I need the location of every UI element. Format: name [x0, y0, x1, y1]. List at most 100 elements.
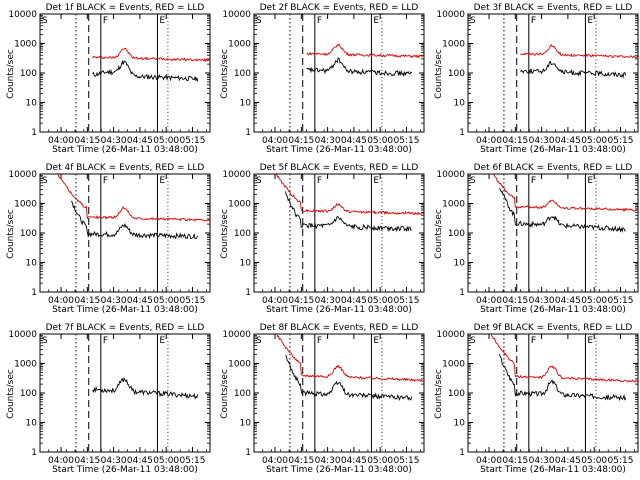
x-tick-label: 05:00: [367, 136, 393, 146]
marker-s-label: S: [42, 176, 48, 186]
y-tick-label: 10000: [436, 330, 465, 340]
x-tick-label: 05:00: [367, 296, 393, 306]
x-tick-label: 04:45: [127, 456, 153, 466]
x-tick-label: 04:00: [476, 296, 502, 306]
marker-s-label: S: [256, 176, 262, 186]
panel-6: Det 6f BLACK = Events, RED = LLD 1 10 100 10…: [434, 163, 639, 315]
x-tick-label: 05:00: [153, 456, 179, 466]
y-tick-label: 10: [26, 259, 38, 269]
x-tick-label: 04:15: [288, 296, 314, 306]
y-tick-label: 10000: [222, 170, 251, 180]
x-tick-label: 04:15: [288, 456, 314, 466]
x-tick-label: 04:45: [555, 456, 581, 466]
y-tick-label: 10: [240, 259, 252, 269]
x-axis-label: Start Time (26-Mar-11 03:48:00): [52, 305, 198, 315]
x-tick-label: 04:30: [101, 296, 127, 306]
panel-title: Det 5f BLACK = Events, RED = LLD: [260, 163, 419, 173]
y-axis-label: Counts/sec: [6, 209, 16, 259]
x-tick-label: 04:15: [502, 456, 528, 466]
x-tick-label: 04:45: [341, 296, 367, 306]
panel-title: Det 4f BLACK = Events, RED = LLD: [46, 163, 205, 173]
axes-frame: [467, 333, 639, 453]
y-tick-label: 1000: [14, 360, 37, 370]
marker-s-label: S: [42, 16, 48, 26]
events-series-line: [499, 353, 627, 402]
y-tick-label: 10: [240, 99, 252, 109]
lld-series-line: [306, 43, 424, 59]
y-tick-label: 1: [459, 288, 465, 298]
marker-e-label: E: [373, 16, 379, 26]
y-tick-label: 1: [459, 128, 465, 138]
axes-frame: [253, 333, 425, 453]
panel-title: Det 1f BLACK = Events, RED = LLD: [46, 3, 205, 13]
y-axis-label: Counts/sec: [220, 209, 230, 259]
x-tick-label: 04:15: [502, 136, 528, 146]
lld-series-line: [520, 44, 638, 59]
marker-e-label: E: [373, 336, 379, 346]
x-tick-label: 04:30: [529, 136, 555, 146]
lld-series-line: [275, 334, 424, 382]
y-tick-label: 100: [234, 389, 251, 399]
y-tick-label: 10: [240, 419, 252, 429]
x-tick-label: 05:00: [153, 136, 179, 146]
y-tick-label: 1000: [228, 40, 251, 50]
panel-4: Det 4f BLACK = Events, RED = LLD 1 10 100 10…: [6, 163, 211, 315]
panel-1: Det 1f BLACK = Events, RED = LLD 1 10 100 10…: [6, 3, 211, 155]
x-axis-label: Start Time (26-Mar-11 03:48:00): [480, 305, 626, 315]
x-tick-label: 04:30: [101, 136, 127, 146]
x-tick-label: 04:30: [101, 456, 127, 466]
panel-title: Det 6f BLACK = Events, RED = LLD: [474, 163, 633, 173]
y-tick-label: 1000: [442, 40, 465, 50]
marker-f-label: F: [531, 176, 536, 186]
panel-title: Det 7f BLACK = Events, RED = LLD: [46, 323, 205, 333]
axes-frame: [39, 173, 211, 293]
y-axis-label: Counts/sec: [434, 49, 444, 99]
y-tick-label: 100: [20, 389, 37, 399]
marker-s-label: S: [470, 16, 476, 26]
marker-e-label: E: [587, 336, 593, 346]
x-tick-label: 04:15: [502, 296, 528, 306]
marker-f-label: F: [317, 336, 322, 346]
x-tick-label: 04:00: [48, 136, 74, 146]
x-tick-label: 04:30: [529, 296, 555, 306]
y-tick-label: 10: [454, 259, 466, 269]
axes-frame: [253, 173, 425, 293]
lld-series-line: [274, 174, 424, 216]
x-tick-label: 05:15: [180, 296, 206, 306]
y-tick-label: 1: [459, 448, 465, 458]
x-tick-label: 05:00: [581, 136, 607, 146]
y-tick-label: 1000: [442, 200, 465, 210]
panel-9: Det 9f BLACK = Events, RED = LLD 1 10 100 10…: [434, 323, 639, 475]
y-tick-label: 100: [20, 229, 37, 239]
events-series-line: [520, 60, 627, 79]
x-axis-label: Start Time (26-Mar-11 03:48:00): [266, 465, 412, 475]
marker-f-label: F: [531, 336, 536, 346]
axes-frame: [39, 333, 211, 453]
marker-f-label: F: [103, 16, 108, 26]
x-tick-label: 04:45: [341, 456, 367, 466]
y-tick-label: 10000: [8, 10, 37, 20]
y-tick-label: 10: [454, 419, 466, 429]
y-tick-label: 10000: [222, 330, 251, 340]
y-tick-label: 1: [31, 128, 37, 138]
marker-e-label: E: [587, 16, 593, 26]
y-tick-label: 1000: [14, 200, 37, 210]
marker-f-label: F: [317, 16, 322, 26]
y-tick-label: 1: [31, 288, 37, 298]
marker-f-label: F: [317, 176, 322, 186]
x-axis-label: Start Time (26-Mar-11 03:48:00): [266, 145, 412, 155]
y-tick-label: 1: [245, 448, 251, 458]
x-tick-label: 04:15: [74, 456, 100, 466]
y-tick-label: 100: [448, 69, 465, 79]
y-tick-label: 100: [448, 389, 465, 399]
x-axis-label: Start Time (26-Mar-11 03:48:00): [480, 465, 626, 475]
events-series-line: [306, 57, 413, 78]
x-tick-label: 04:45: [555, 296, 581, 306]
x-tick-label: 05:00: [153, 296, 179, 306]
events-series-line: [92, 376, 199, 400]
panel-2: Det 2f BLACK = Events, RED = LLD 1 10 100 10…: [220, 3, 425, 155]
y-tick-label: 10: [26, 419, 38, 429]
x-tick-label: 05:15: [394, 136, 420, 146]
marker-e-label: E: [373, 176, 379, 186]
